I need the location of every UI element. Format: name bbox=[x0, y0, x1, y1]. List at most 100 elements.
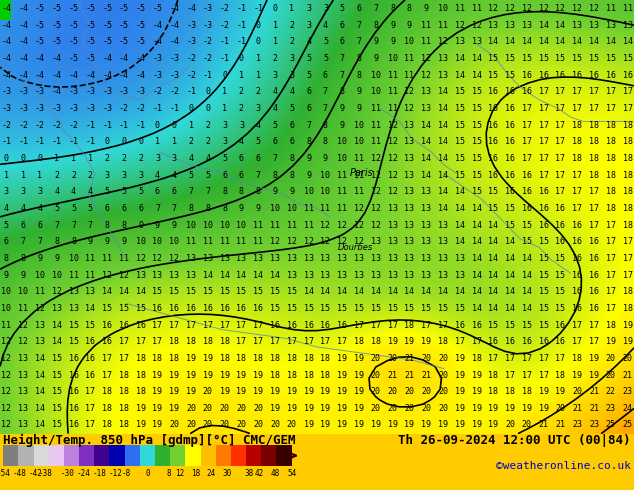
Text: 6: 6 bbox=[138, 204, 143, 213]
Text: 17: 17 bbox=[573, 320, 582, 330]
Text: 3: 3 bbox=[222, 137, 227, 147]
Text: 11: 11 bbox=[421, 37, 431, 47]
Text: 15: 15 bbox=[488, 187, 498, 196]
Text: 6: 6 bbox=[256, 154, 261, 163]
Text: 4: 4 bbox=[273, 87, 278, 97]
Text: 5: 5 bbox=[323, 54, 328, 63]
Text: 13: 13 bbox=[438, 254, 448, 263]
Text: 12: 12 bbox=[119, 270, 129, 280]
Text: 19: 19 bbox=[152, 387, 162, 396]
Text: 3: 3 bbox=[4, 187, 9, 196]
Text: 8: 8 bbox=[273, 171, 278, 180]
Text: 15: 15 bbox=[455, 171, 465, 180]
Text: 17: 17 bbox=[589, 187, 599, 196]
Text: 20: 20 bbox=[421, 387, 431, 396]
Text: 15: 15 bbox=[136, 304, 146, 313]
Text: -5: -5 bbox=[86, 21, 95, 30]
Text: 42: 42 bbox=[255, 468, 264, 478]
Text: 18: 18 bbox=[623, 154, 633, 163]
Text: -1: -1 bbox=[136, 121, 146, 130]
Text: 20: 20 bbox=[203, 404, 213, 413]
Text: 18: 18 bbox=[606, 171, 616, 180]
Text: 0: 0 bbox=[138, 137, 143, 147]
Bar bbox=[155, 445, 170, 466]
Text: 14: 14 bbox=[404, 287, 415, 296]
Text: 17: 17 bbox=[606, 237, 616, 246]
Text: 16: 16 bbox=[253, 304, 263, 313]
Text: 17: 17 bbox=[606, 304, 616, 313]
Text: 2: 2 bbox=[239, 104, 244, 113]
Text: 12: 12 bbox=[1, 404, 11, 413]
Text: 11: 11 bbox=[404, 54, 415, 63]
Text: 10: 10 bbox=[371, 71, 381, 80]
Text: 11: 11 bbox=[35, 287, 45, 296]
Text: 11: 11 bbox=[404, 71, 415, 80]
Text: 16: 16 bbox=[573, 237, 582, 246]
Text: 13: 13 bbox=[404, 254, 415, 263]
Text: -5: -5 bbox=[52, 37, 61, 47]
Text: 15: 15 bbox=[52, 420, 61, 429]
Text: 13: 13 bbox=[455, 37, 465, 47]
Text: 11: 11 bbox=[337, 171, 347, 180]
Text: 7: 7 bbox=[323, 104, 328, 113]
Text: 9: 9 bbox=[340, 104, 345, 113]
Text: 15: 15 bbox=[589, 54, 599, 63]
Text: 13: 13 bbox=[387, 237, 398, 246]
Text: 19: 19 bbox=[236, 387, 247, 396]
Text: 17: 17 bbox=[589, 87, 599, 97]
Text: 17: 17 bbox=[253, 337, 263, 346]
Text: -2: -2 bbox=[219, 21, 230, 30]
Text: 5: 5 bbox=[138, 187, 143, 196]
Text: 9: 9 bbox=[407, 21, 412, 30]
Bar bbox=[125, 445, 140, 466]
Text: 5: 5 bbox=[273, 121, 278, 130]
Text: 9: 9 bbox=[4, 270, 9, 280]
Text: 13: 13 bbox=[421, 237, 431, 246]
Text: 12: 12 bbox=[287, 237, 297, 246]
Text: 11: 11 bbox=[119, 254, 129, 263]
Text: 16: 16 bbox=[136, 320, 146, 330]
Text: 23: 23 bbox=[589, 420, 599, 429]
Text: 18: 18 bbox=[169, 337, 179, 346]
Text: 16: 16 bbox=[623, 71, 633, 80]
Text: -5: -5 bbox=[68, 21, 79, 30]
Text: -4: -4 bbox=[136, 71, 146, 80]
Text: 18: 18 bbox=[623, 220, 633, 230]
Text: 13: 13 bbox=[387, 204, 398, 213]
Text: 17: 17 bbox=[203, 320, 213, 330]
Text: 14: 14 bbox=[488, 254, 498, 263]
Text: 14: 14 bbox=[35, 420, 45, 429]
Text: 12: 12 bbox=[270, 237, 280, 246]
Text: 19: 19 bbox=[337, 404, 347, 413]
Text: 3: 3 bbox=[273, 71, 278, 80]
Text: -2: -2 bbox=[52, 121, 61, 130]
Text: 19: 19 bbox=[186, 387, 196, 396]
Text: 1: 1 bbox=[188, 121, 193, 130]
Text: 11: 11 bbox=[203, 237, 213, 246]
Text: 18: 18 bbox=[472, 354, 482, 363]
Text: 10: 10 bbox=[18, 287, 28, 296]
Text: 18: 18 bbox=[606, 187, 616, 196]
Text: -4: -4 bbox=[152, 21, 162, 30]
Text: 16: 16 bbox=[488, 137, 498, 147]
Text: 16: 16 bbox=[589, 254, 599, 263]
Text: 12: 12 bbox=[18, 337, 28, 346]
Text: 4: 4 bbox=[256, 121, 261, 130]
Text: 15: 15 bbox=[539, 287, 548, 296]
Bar bbox=[64, 445, 79, 466]
Text: 5: 5 bbox=[340, 4, 345, 13]
Text: 7: 7 bbox=[172, 204, 177, 213]
Text: 12: 12 bbox=[387, 187, 398, 196]
Text: 18: 18 bbox=[119, 387, 129, 396]
Text: 16: 16 bbox=[488, 337, 498, 346]
Text: -1: -1 bbox=[203, 71, 213, 80]
Text: 13: 13 bbox=[371, 254, 381, 263]
Text: 13: 13 bbox=[68, 304, 79, 313]
Text: -2: -2 bbox=[68, 121, 79, 130]
Text: -3: -3 bbox=[68, 104, 79, 113]
Text: 17: 17 bbox=[387, 320, 398, 330]
Text: 10: 10 bbox=[136, 237, 146, 246]
Text: 9: 9 bbox=[373, 54, 378, 63]
Text: 18: 18 bbox=[304, 370, 314, 380]
Text: 15: 15 bbox=[505, 320, 515, 330]
